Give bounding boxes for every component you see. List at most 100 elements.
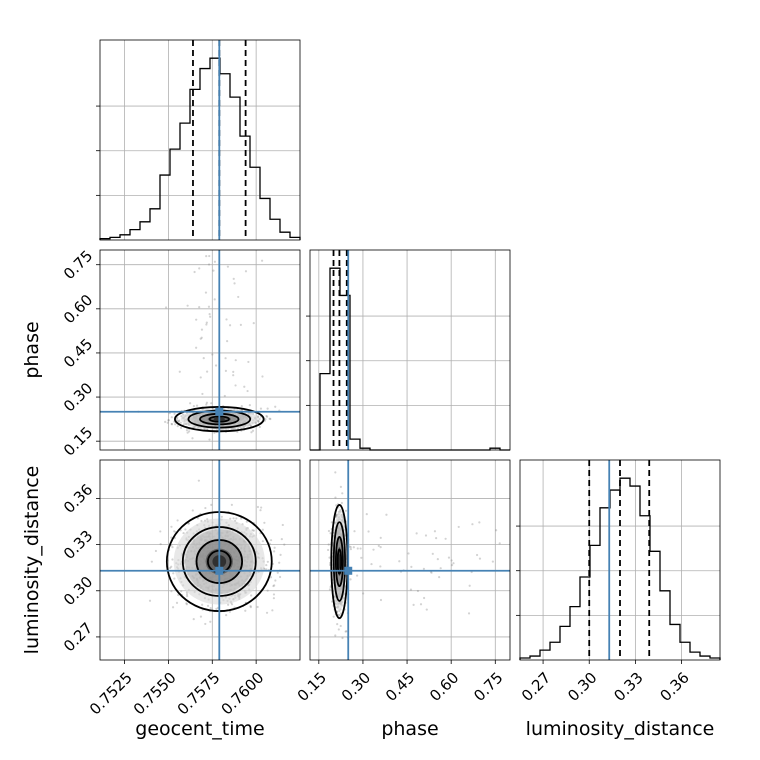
scatter-point [195,318,198,321]
scatter-panel-luminosity_distance-vs-phase [309,459,511,661]
scatter-point [227,603,230,606]
scatter-point [328,588,332,591]
scatter-point [209,315,212,318]
scatter-point [329,532,332,535]
scatter-point [193,270,196,274]
scatter-point [352,546,355,549]
scatter-point [425,608,428,611]
scatter-point [344,630,347,633]
scatter-point [198,267,201,270]
scatter-point [199,376,202,379]
scatter-point [250,594,253,597]
scatter-point [150,560,153,563]
scatter-point [172,572,175,575]
scatter-point [431,552,434,555]
scatter-point [305,563,307,565]
x-tick-label-luminosity_distance-1: 0.30 [564,669,600,705]
scatter-point [261,540,264,543]
scatter-point [349,578,352,581]
scatter-point [175,419,178,422]
scatter-point [257,420,260,424]
scatter-point [230,503,233,506]
histogram-geocent_time [99,57,301,240]
scatter-point [379,565,382,568]
x-tick-label-phase-0: 0.15 [294,669,330,705]
scatter-point [367,530,370,533]
scatter-point [370,562,373,566]
scatter-point [170,525,173,528]
scatter-point [329,585,332,589]
scatter-point [182,531,185,535]
scatter-point [422,567,425,570]
scatter-point [170,590,173,593]
scatter-point [205,321,208,324]
scatter-point [205,323,208,326]
scatter-point [407,552,410,555]
scatter-point [281,523,284,527]
scatter-point [478,521,481,524]
scatter-point [244,609,247,612]
scatter-point [212,269,215,272]
panel-frame [99,459,301,661]
scatter-point [185,603,188,606]
scatter-point [261,528,264,531]
x-tick-label-phase-3: 0.60 [426,669,462,705]
scatter-point [179,421,182,424]
scatter-point [424,534,428,537]
scatter-point [475,553,479,557]
scatter-point [174,423,177,426]
scatter-point [175,601,179,604]
scatter-area [137,254,281,441]
x-tick-label-phase-2: 0.45 [382,669,418,705]
scatter-panel-phase-vs-geocent_time [99,249,301,451]
scatter-point [339,510,342,513]
scatter-point [206,604,210,608]
scatter-point [457,525,460,529]
x-tick-label-geocent_time-0: 0.7525 [86,669,136,719]
scatter-point [272,597,275,600]
scatter-point [247,360,250,364]
scatter-point [249,605,252,608]
scatter-point [204,506,207,510]
scatter-point [185,593,189,596]
scatter-point [257,416,260,419]
scatter-point [263,521,266,524]
scatter-point [159,530,162,533]
scatter-point [192,405,196,408]
y-tick-label-luminosity_distance-0: 0.27 [60,619,96,655]
scatter-point [334,634,337,637]
scatter-point [204,622,207,626]
y-tick-label-phase-4: 0.75 [60,247,96,283]
hist-panel-phase [306,249,511,451]
scatter-point [447,556,451,559]
scatter-point [192,618,195,621]
scatter-point [196,517,200,520]
scatter-point [245,520,248,523]
scatter-point [260,506,263,509]
scatter-point [273,584,276,587]
scatter-point [209,620,212,623]
scatter-point [266,589,269,592]
scatter-point [259,407,263,410]
scatter-point [207,263,211,266]
scatter-point [359,547,362,550]
scatter-point [207,305,211,308]
scatter-point [279,553,282,556]
scatter-point [171,546,174,549]
scatter-point [349,546,352,549]
scatter-point [372,548,375,551]
scatter-point [452,562,455,565]
scatter-point [264,417,267,421]
scatter-point [340,501,344,505]
scatter-point [308,550,310,552]
scatter-point [419,603,423,606]
scatter-point [379,546,382,549]
scatter-point [191,509,194,512]
scatter-point [468,584,471,587]
scatter-point [205,255,208,258]
x-tick-label-phase-1: 0.30 [338,669,374,705]
scatter-point [170,416,173,419]
scatter-point [272,593,276,596]
scatter-point [170,423,174,426]
scatter-point [211,353,214,356]
